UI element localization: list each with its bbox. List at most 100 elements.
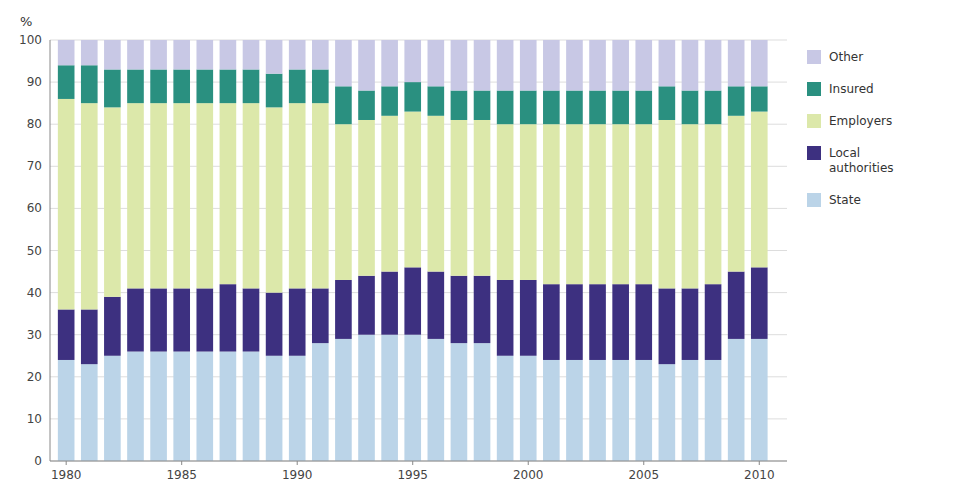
bar-segment	[289, 69, 306, 103]
bar-segment	[659, 120, 676, 288]
bar-segment	[243, 40, 260, 69]
bar-segment	[682, 124, 699, 288]
y-tick-label: 40	[27, 286, 42, 300]
bar-segment	[150, 288, 167, 351]
bar-segment	[428, 339, 445, 461]
bar-segment	[173, 40, 190, 69]
bar-segment	[381, 272, 398, 335]
y-tick-label: 10	[27, 412, 42, 426]
bar-segment	[127, 40, 144, 69]
legend-swatch	[807, 146, 821, 160]
legend-label-line: Employers	[829, 114, 892, 128]
bar-segment	[335, 280, 352, 339]
bar-segment	[150, 69, 167, 103]
bar-segment	[358, 40, 375, 91]
bar-segment	[497, 280, 514, 356]
bar-segment	[289, 356, 306, 461]
bar-segment	[358, 120, 375, 276]
bar-segment	[635, 124, 652, 284]
bar-segment	[751, 86, 768, 111]
chart: 0102030405060708090100198019851990199520…	[0, 0, 957, 501]
bar-segment	[58, 65, 75, 99]
y-tick-label: 90	[27, 75, 42, 89]
bar-segment	[266, 40, 283, 74]
bar-segment	[728, 116, 745, 272]
bar-segment	[404, 112, 421, 268]
bar-segment	[150, 103, 167, 288]
bar-segment	[589, 284, 606, 360]
bar-segment	[751, 267, 768, 339]
bar-segment	[243, 288, 260, 351]
bar-segment	[81, 65, 98, 103]
bar-segment	[127, 103, 144, 288]
bar-segment	[543, 124, 560, 284]
bar-segment	[543, 284, 560, 360]
y-tick-label: 100	[19, 33, 42, 47]
bar-segment	[220, 284, 237, 351]
bar-segment	[635, 360, 652, 461]
bar-segment	[404, 267, 421, 334]
bar-segment	[751, 112, 768, 268]
legend-label-line: Local	[829, 146, 860, 160]
legend-swatch	[807, 50, 821, 64]
x-tick-label: 1990	[282, 468, 313, 482]
bar-segment	[682, 40, 699, 91]
legend-swatch	[807, 82, 821, 96]
bar-segment	[266, 293, 283, 356]
bar-segment	[312, 343, 329, 461]
bar-segment	[196, 69, 213, 103]
bar-segment	[243, 69, 260, 103]
legend-swatch	[807, 193, 821, 207]
bar-segment	[520, 40, 537, 91]
bar-segment	[612, 284, 629, 360]
bar-segment	[589, 91, 606, 125]
bar-segment	[474, 40, 491, 91]
bar-segment	[474, 276, 491, 343]
bar-segment	[381, 40, 398, 86]
bar-segment	[543, 360, 560, 461]
bar-segment	[358, 276, 375, 335]
bar-segment	[659, 40, 676, 86]
bar-segment	[266, 74, 283, 108]
legend-label: Other	[829, 50, 863, 64]
bar-segment	[150, 40, 167, 69]
y-tick-label: 70	[27, 159, 42, 173]
bar-segment	[358, 335, 375, 461]
bar-segment	[381, 86, 398, 115]
x-tick	[412, 461, 413, 465]
bar-segment	[635, 40, 652, 91]
bar-segment	[682, 360, 699, 461]
bar-segment	[81, 309, 98, 364]
bar-segment	[104, 297, 121, 356]
legend-label-line: Insured	[829, 82, 874, 96]
x-tick	[528, 461, 529, 465]
bar-segment	[104, 356, 121, 461]
bar-segment	[358, 91, 375, 120]
legend-label: Localauthorities	[829, 146, 894, 175]
bar-segment	[428, 40, 445, 86]
bar-segment	[451, 343, 468, 461]
bar-segment	[173, 352, 190, 461]
bar-segment	[127, 288, 144, 351]
bar-segment	[705, 284, 722, 360]
x-tick-label: 2000	[513, 468, 544, 482]
bar-segment	[404, 40, 421, 82]
bar-segment	[705, 40, 722, 91]
bar-segment	[266, 107, 283, 292]
bar-segment	[243, 103, 260, 288]
bar-segment	[58, 360, 75, 461]
bar-segment	[566, 124, 583, 284]
bar-segment	[520, 356, 537, 461]
x-tick	[759, 461, 760, 465]
bar-segment	[381, 335, 398, 461]
bar-segment	[173, 288, 190, 351]
x-tick	[297, 461, 298, 465]
bar-segment	[58, 309, 75, 360]
bar-segment	[543, 91, 560, 125]
bar-segment	[635, 284, 652, 360]
bar-segment	[682, 91, 699, 125]
bar-segment	[81, 103, 98, 309]
bar-segment	[497, 356, 514, 461]
bar-segment	[127, 69, 144, 103]
bar-segment	[150, 352, 167, 461]
